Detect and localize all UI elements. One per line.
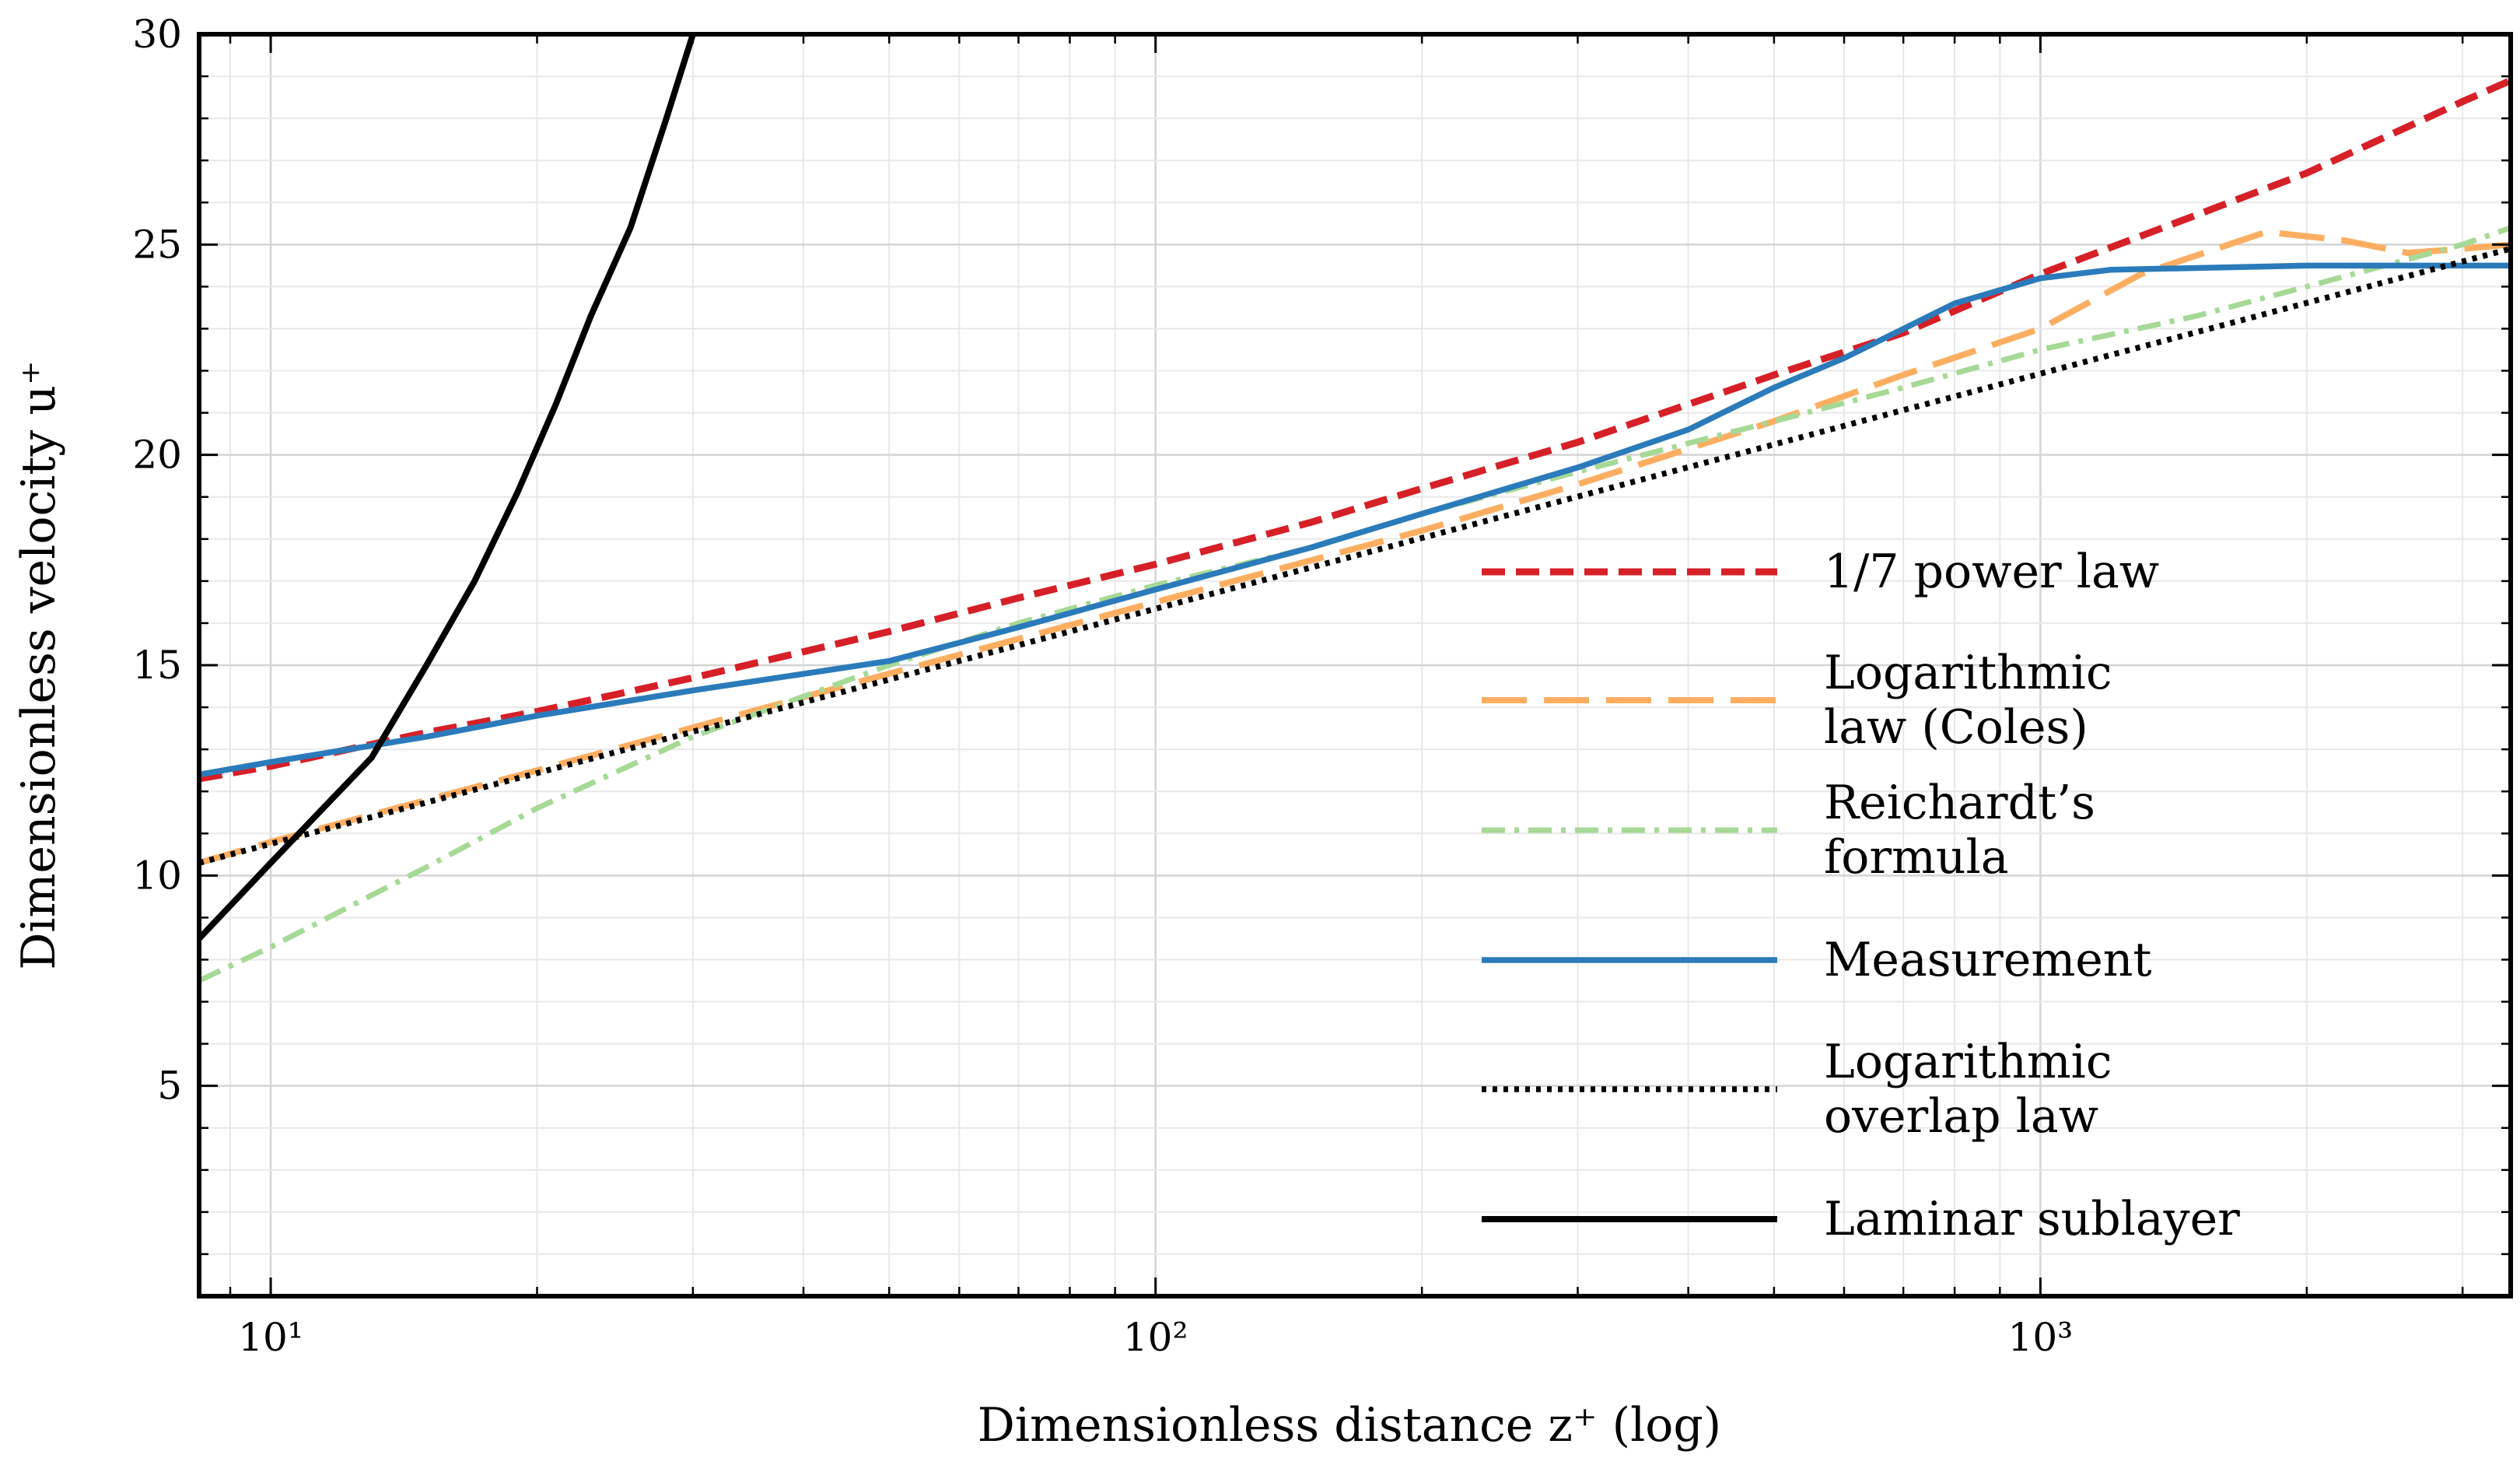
series-line-4 (199, 246, 2511, 866)
y-tick-label: 5 (157, 1064, 182, 1109)
y-axis-label: Dimensionless velocity u⁺ (12, 360, 66, 969)
legend-label-3: Measurement (1824, 933, 2152, 987)
legend-label-5: Laminar sublayer (1824, 1192, 2240, 1246)
legend-label-4: Logarithmic (1824, 1035, 2112, 1089)
series-line-2 (199, 225, 2511, 983)
legend-label-1: Logarithmic (1824, 646, 2112, 700)
x-tick-label: 10³ (2008, 1315, 2074, 1360)
legend-label-2: formula (1824, 830, 2009, 885)
ticks (199, 34, 2511, 1296)
series-line-5 (199, 34, 696, 941)
x-axis-label: Dimensionless distance z⁺ (log) (978, 1398, 1721, 1453)
series-line-3 (199, 262, 2511, 778)
legend-label-1: law (Coles) (1824, 700, 2088, 755)
y-tick-label: 10 (132, 853, 182, 898)
tick-labels: 10¹ 10² 10³ 5 10 15 20 25 30 (132, 12, 2073, 1360)
y-tick-label: 25 (132, 222, 182, 267)
series-layer (199, 34, 2511, 983)
y-tick-label: 15 (132, 643, 182, 688)
grid (199, 34, 2511, 1296)
x-tick-label: 10¹ (238, 1315, 303, 1360)
legend-label-2: Reichardt’s (1824, 776, 2095, 830)
x-tick-label: 10² (1123, 1315, 1188, 1360)
y-tick-label: 20 (132, 433, 182, 478)
legend-label-4: overlap law (1824, 1089, 2098, 1144)
legend-label-0: 1/7 power law (1824, 545, 2159, 599)
y-tick-label: 30 (132, 12, 182, 57)
series-line-0 (199, 77, 2511, 783)
series-line-1 (199, 229, 2511, 866)
